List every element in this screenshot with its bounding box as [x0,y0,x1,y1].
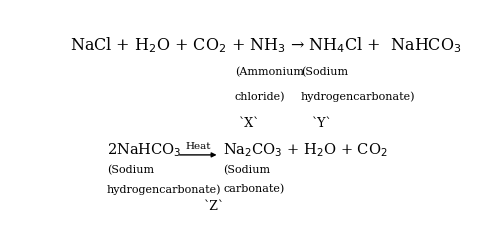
Text: (Ammonium: (Ammonium [235,67,304,77]
Text: (Sodium: (Sodium [107,165,154,175]
Text: (Sodium: (Sodium [224,165,270,175]
Text: carbonate): carbonate) [224,184,284,195]
Text: NaCl + H$_2$O + CO$_2$ + NH$_3$ → NH$_4$Cl +  NaHCO$_3$: NaCl + H$_2$O + CO$_2$ + NH$_3$ → NH$_4$… [70,35,462,55]
Text: `Y`: `Y` [312,117,333,130]
Text: Na$_2$CO$_3$ + H$_2$O + CO$_2$: Na$_2$CO$_3$ + H$_2$O + CO$_2$ [224,142,388,159]
Text: `X`: `X` [239,117,260,130]
Text: chloride): chloride) [235,92,286,102]
Text: 2NaHCO$_3$: 2NaHCO$_3$ [107,142,182,159]
Text: (Sodium: (Sodium [301,67,348,77]
Text: hydrogencarbonate): hydrogencarbonate) [301,92,416,102]
Text: Heat: Heat [186,142,211,151]
Text: hydrogencarbonate): hydrogencarbonate) [107,184,222,195]
Text: `Z`: `Z` [204,200,225,213]
